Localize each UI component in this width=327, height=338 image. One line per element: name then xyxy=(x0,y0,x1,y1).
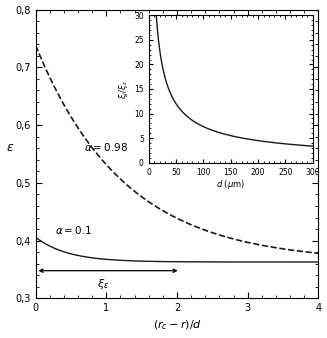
Text: $\alpha = 0.98$: $\alpha = 0.98$ xyxy=(84,141,128,153)
Text: $\alpha = 0.1$: $\alpha = 0.1$ xyxy=(55,224,93,236)
Y-axis label: $\varepsilon$: $\varepsilon$ xyxy=(6,141,14,154)
Text: $\xi_\varepsilon$: $\xi_\varepsilon$ xyxy=(97,277,109,291)
X-axis label: $(r_c - r) / d$: $(r_c - r) / d$ xyxy=(152,319,201,333)
